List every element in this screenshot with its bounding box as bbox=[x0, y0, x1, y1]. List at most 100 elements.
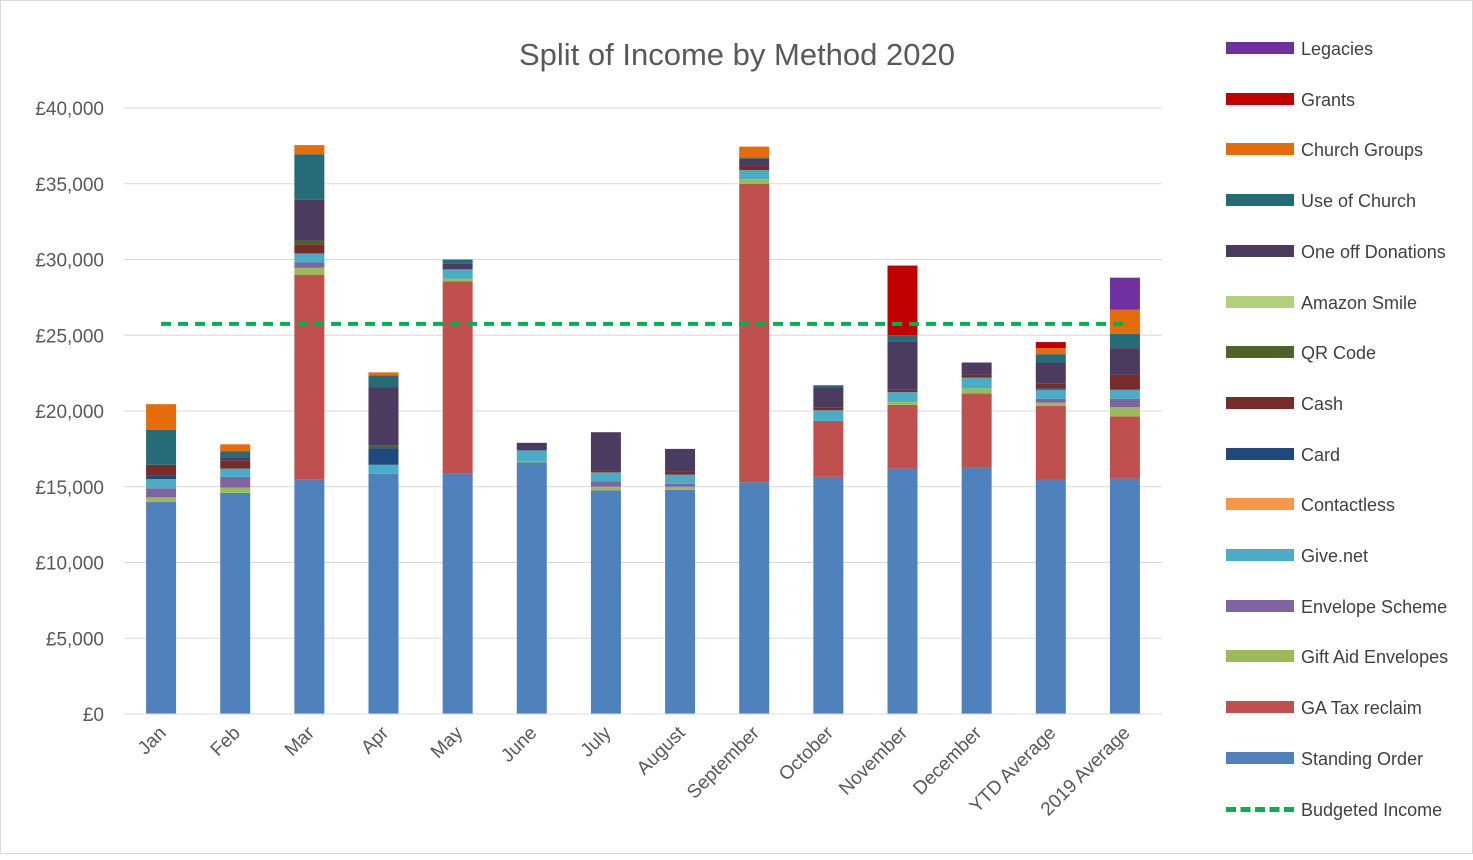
bar-segment bbox=[442, 263, 473, 270]
bar-segment bbox=[739, 179, 770, 184]
x-tick-label: Jan bbox=[134, 723, 171, 760]
bar-segment bbox=[1109, 374, 1140, 390]
bar-segment bbox=[665, 483, 696, 487]
x-tick-label: October bbox=[775, 722, 838, 785]
x-tick-label: Apr bbox=[357, 722, 393, 758]
x-tick-label: May bbox=[427, 722, 468, 763]
bar-segment bbox=[739, 157, 770, 159]
legend-item: Grants bbox=[1223, 82, 1463, 132]
legend-item: Church Groups bbox=[1223, 132, 1463, 182]
bar-segment bbox=[146, 497, 177, 502]
bar-segment bbox=[739, 183, 770, 483]
legend-item: Amazon Smile bbox=[1223, 285, 1463, 335]
x-tick-label: Mar bbox=[281, 722, 319, 760]
bar-segment bbox=[368, 375, 399, 388]
bar-segment bbox=[665, 486, 696, 490]
bar-segment bbox=[294, 479, 325, 714]
bar-segment bbox=[739, 170, 770, 180]
legend-swatch bbox=[1226, 244, 1294, 257]
bar-segment bbox=[146, 429, 177, 465]
bar-segment bbox=[1035, 402, 1066, 406]
legend-label: Standing Order bbox=[1301, 748, 1424, 769]
bar-segment bbox=[294, 154, 325, 200]
bar-segment bbox=[294, 145, 325, 155]
legend-swatch bbox=[1226, 498, 1294, 511]
bar-segment bbox=[294, 240, 325, 245]
bar-segment bbox=[590, 481, 621, 487]
bar-segment bbox=[961, 393, 992, 468]
bar-segment bbox=[1035, 354, 1066, 363]
bar-segment bbox=[1035, 383, 1066, 389]
legend-label: Legacies bbox=[1301, 39, 1374, 59]
legend-label: Cash bbox=[1301, 393, 1344, 414]
bar-segment bbox=[1109, 277, 1140, 310]
bar-segment bbox=[961, 374, 992, 378]
bar-segment bbox=[294, 262, 325, 268]
bar-segment bbox=[220, 451, 251, 458]
legend-item: GA Tax reclaim bbox=[1223, 690, 1463, 740]
bar-segment bbox=[368, 387, 399, 446]
bar-segment bbox=[220, 468, 251, 477]
bar-segment bbox=[887, 389, 918, 393]
bar-segment bbox=[220, 492, 251, 714]
bar-segment bbox=[442, 269, 473, 279]
bar-segment bbox=[1109, 478, 1140, 714]
legend-swatch bbox=[1226, 650, 1294, 663]
legend-item: Cash bbox=[1223, 386, 1463, 436]
bar-segment bbox=[813, 420, 844, 477]
legend-item: Card bbox=[1223, 437, 1463, 487]
bar-segment bbox=[1035, 389, 1066, 399]
bar-segment bbox=[1109, 389, 1140, 399]
bar-segment bbox=[813, 385, 844, 388]
bar-segment bbox=[1109, 416, 1140, 479]
x-tick-label: December bbox=[909, 722, 986, 799]
bar-segment bbox=[146, 479, 177, 489]
x-tick-label: November bbox=[835, 722, 912, 799]
legend-label: Grants bbox=[1301, 89, 1356, 110]
bar-segment bbox=[442, 473, 473, 714]
bar-segment bbox=[813, 476, 844, 714]
legend-item: Give.net bbox=[1223, 538, 1463, 588]
bar-segment bbox=[590, 432, 621, 471]
bar-segment bbox=[887, 401, 918, 405]
y-tick-label: £10,000 bbox=[35, 554, 104, 575]
legend-item: Standing Order bbox=[1223, 741, 1463, 791]
bar-segment bbox=[665, 471, 696, 475]
bar-segment bbox=[146, 404, 177, 430]
legend-item: Use of Church bbox=[1223, 183, 1463, 233]
bar-segment bbox=[220, 457, 251, 461]
legend-label: Budgeted Income bbox=[1301, 799, 1443, 820]
bar-segment bbox=[220, 476, 251, 488]
bar-segment bbox=[1035, 388, 1066, 390]
bar-segment bbox=[442, 281, 473, 474]
bar-segment bbox=[1035, 362, 1066, 384]
bar-segment bbox=[368, 372, 399, 376]
bar-segment bbox=[220, 487, 251, 493]
bar-segment bbox=[961, 467, 992, 714]
x-tick-label: July bbox=[577, 722, 616, 761]
bar-segment bbox=[1109, 309, 1140, 334]
x-tick-label: Feb bbox=[207, 723, 245, 761]
legend-label: Gift Aid Envelopes bbox=[1301, 647, 1449, 668]
bar-segment bbox=[590, 472, 621, 482]
bar-segment bbox=[294, 274, 325, 480]
legend-label: Envelope Scheme bbox=[1301, 596, 1448, 617]
bar-segment bbox=[146, 488, 177, 498]
bar-segment bbox=[516, 450, 547, 461]
bar-segment bbox=[368, 473, 399, 714]
bar-segment bbox=[739, 146, 770, 158]
legend-label: QR Code bbox=[1301, 343, 1377, 364]
bar-segment bbox=[294, 199, 325, 241]
bar-segment bbox=[1109, 407, 1140, 417]
bar-segment bbox=[739, 482, 770, 714]
legend-swatch bbox=[1226, 701, 1294, 714]
bar-segment bbox=[739, 158, 770, 166]
y-tick-label: £5,000 bbox=[46, 629, 104, 650]
bar-segment bbox=[887, 341, 918, 390]
bar-segment bbox=[665, 489, 696, 714]
legend-label: One off Donations bbox=[1301, 241, 1446, 262]
bar-segment bbox=[294, 267, 325, 275]
bars-layer bbox=[124, 145, 1162, 715]
